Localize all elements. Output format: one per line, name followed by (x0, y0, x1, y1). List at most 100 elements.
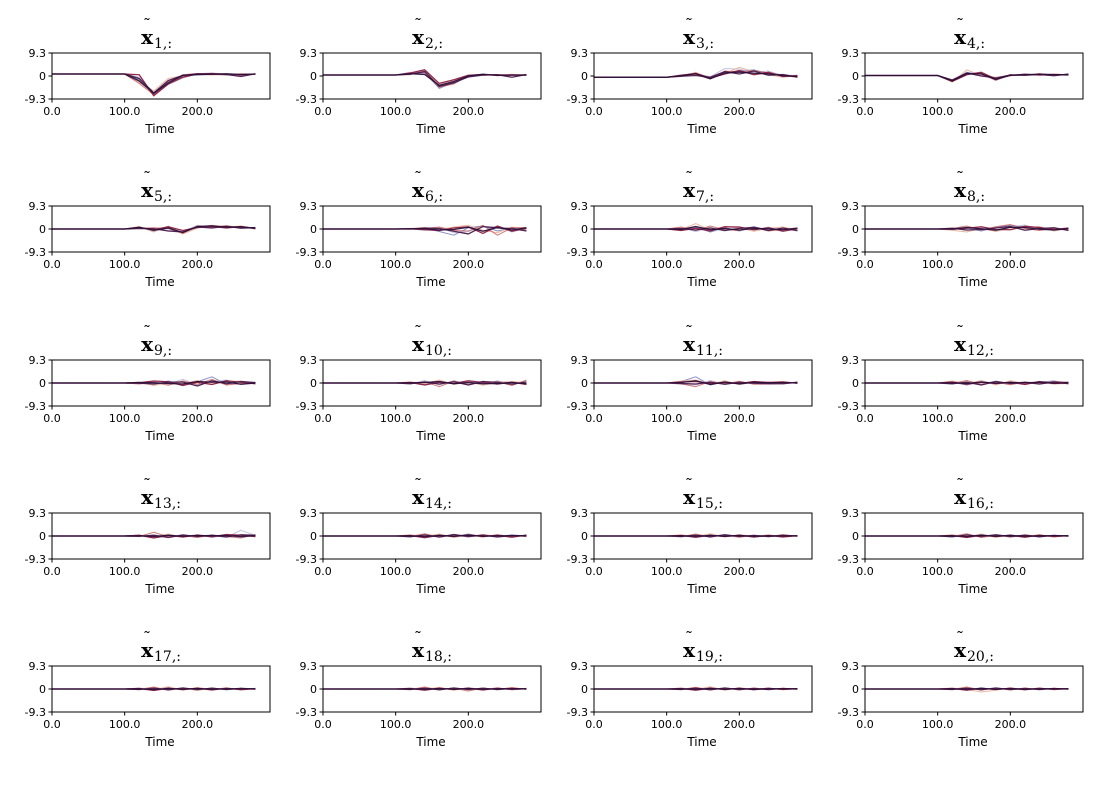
subplot-title-symbol: x (954, 332, 967, 356)
x-tick-label: 100.0 (380, 105, 412, 118)
tilde-accent-icon: ˜ (414, 475, 422, 494)
series-line-7 (594, 534, 798, 537)
x-axis-label: Time (686, 429, 716, 443)
y-tick-label: 9.3 (571, 200, 589, 213)
x-tick-label: 100.0 (922, 718, 954, 731)
y-tick-label: 0 (852, 377, 859, 390)
series-line-7 (865, 687, 1069, 690)
subplot-title-subscript: 12,: (967, 343, 994, 359)
x-tick-label: 100.0 (651, 565, 683, 578)
tilde-accent-icon: ˜ (956, 628, 964, 647)
y-tick-label: -9.3 (567, 93, 588, 106)
y-tick-label: 0 (310, 530, 317, 543)
y-tick-label: 9.3 (842, 507, 860, 520)
series-line-7 (594, 687, 798, 690)
x-tick-label: 200.0 (453, 718, 485, 731)
subplot-title: x˜10,: (412, 322, 452, 359)
subplot-title-symbol: x (412, 178, 425, 202)
y-tick-label: 0 (39, 683, 46, 696)
tilde-accent-icon: ˜ (143, 15, 151, 34)
tilde-accent-icon: ˜ (956, 475, 964, 494)
subplot-title-subscript: 13,: (154, 496, 181, 512)
x-axis-label: Time (144, 582, 174, 596)
x-tick-label: 0.0 (585, 565, 603, 578)
y-tick-label: -9.3 (25, 246, 46, 259)
subplot-title: x˜13,: (141, 475, 181, 512)
subplot-6: x˜6,: -9.3 0 9.3 0.0 100.0 200.0 Time (296, 168, 542, 289)
series-line-7 (323, 534, 527, 538)
subplot-20: x˜20,: -9.3 0 9.3 0.0 100.0 200.0 Time (838, 628, 1084, 749)
subplot-1: x˜1,: -9.3 0 9.3 0.0 100.0 200.0 Time (25, 15, 271, 136)
x-tick-label: 0.0 (43, 412, 61, 425)
tilde-accent-icon: ˜ (956, 322, 964, 341)
series-group (865, 224, 1069, 233)
subplot-title: x˜3,: (683, 15, 714, 52)
x-tick-label: 200.0 (724, 718, 756, 731)
series-group (865, 380, 1069, 386)
x-axis-label: Time (957, 122, 987, 136)
y-tick-label: 9.3 (571, 47, 589, 60)
subplot-title-symbol: x (683, 638, 696, 662)
subplot-title: x˜2,: (412, 15, 443, 52)
series-line-7 (323, 380, 527, 385)
subplot-title-symbol: x (954, 485, 967, 509)
y-tick-label: 0 (852, 530, 859, 543)
y-tick-label: -9.3 (25, 553, 46, 566)
subplot-title-subscript: 3,: (696, 36, 714, 52)
series-group (323, 379, 527, 388)
subplot-title-subscript: 6,: (425, 189, 443, 205)
tilde-accent-icon: ˜ (685, 322, 693, 341)
series-line-7 (865, 381, 1069, 385)
x-tick-label: 0.0 (585, 412, 603, 425)
x-tick-label: 0.0 (43, 105, 61, 118)
y-tick-label: 0 (310, 377, 317, 390)
subplot-10: x˜10,: -9.3 0 9.3 0.0 100.0 200.0 Time (296, 322, 542, 443)
y-tick-label: -9.3 (25, 400, 46, 413)
x-tick-label: 200.0 (453, 565, 485, 578)
y-tick-label: -9.3 (838, 400, 859, 413)
x-tick-label: 200.0 (182, 412, 214, 425)
subplot-title-subscript: 15,: (696, 496, 723, 512)
y-tick-label: 0 (852, 223, 859, 236)
subplot-title: x˜6,: (412, 168, 443, 205)
x-tick-label: 200.0 (995, 565, 1027, 578)
tilde-accent-icon: ˜ (143, 628, 151, 647)
series-line-7 (323, 687, 527, 690)
y-tick-label: -9.3 (567, 553, 588, 566)
subplot-title: x˜15,: (683, 475, 723, 512)
series-group (323, 686, 527, 692)
x-axis-label: Time (957, 735, 987, 749)
y-tick-label: -9.3 (296, 400, 317, 413)
x-tick-label: 100.0 (922, 412, 954, 425)
y-tick-label: 0 (310, 223, 317, 236)
y-tick-label: 9.3 (571, 354, 589, 367)
series-group (323, 69, 527, 89)
subplot-3: x˜3,: -9.3 0 9.3 0.0 100.0 200.0 Time (567, 15, 813, 136)
y-tick-label: -9.3 (25, 706, 46, 719)
subplot-17: x˜17,: -9.3 0 9.3 0.0 100.0 200.0 Time (25, 628, 271, 749)
y-tick-label: 0 (852, 683, 859, 696)
subplot-title-symbol: x (412, 638, 425, 662)
x-axis-label: Time (415, 735, 445, 749)
y-tick-label: 9.3 (300, 507, 318, 520)
series-group (52, 376, 256, 387)
x-tick-label: 0.0 (585, 105, 603, 118)
subplot-title: x˜20,: (954, 628, 994, 665)
x-tick-label: 100.0 (651, 718, 683, 731)
x-tick-label: 200.0 (995, 258, 1027, 271)
x-tick-label: 100.0 (109, 718, 141, 731)
y-tick-label: 0 (310, 70, 317, 83)
y-tick-label: 9.3 (29, 200, 47, 213)
series-group (594, 376, 798, 388)
subplot-title-subscript: 17,: (154, 649, 181, 665)
series-group (865, 533, 1069, 539)
y-tick-label: 9.3 (842, 354, 860, 367)
x-tick-label: 100.0 (651, 258, 683, 271)
subplot-title-symbol: x (683, 25, 696, 49)
series-group (594, 533, 798, 538)
y-tick-label: -9.3 (296, 246, 317, 259)
x-tick-label: 100.0 (651, 412, 683, 425)
subplot-title-symbol: x (141, 638, 154, 662)
x-tick-label: 100.0 (109, 258, 141, 271)
subplot-title-subscript: 5,: (154, 189, 172, 205)
